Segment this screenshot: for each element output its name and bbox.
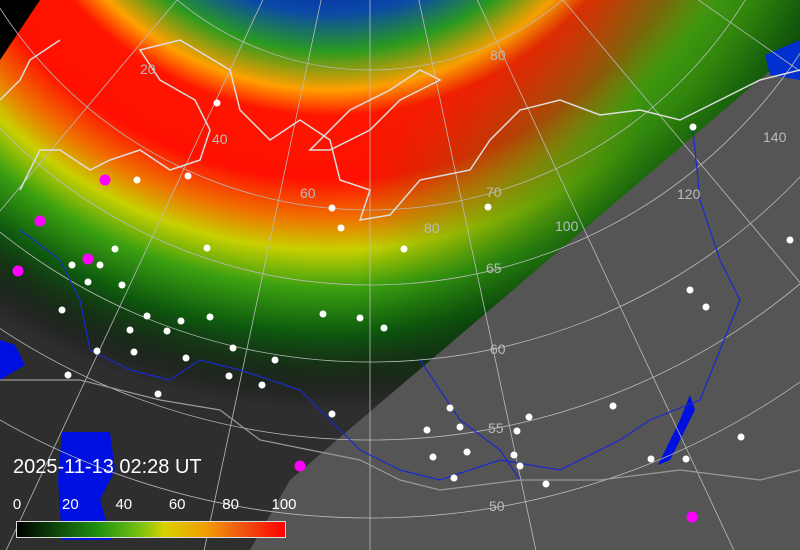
- city-marker: [609, 402, 617, 410]
- city-marker: [118, 281, 126, 289]
- city-marker: [225, 372, 233, 380]
- corner: [0, 0, 40, 60]
- city-marker: [525, 413, 533, 421]
- meridian: [418, 0, 537, 550]
- longitude-label: 80: [424, 220, 440, 236]
- latitude-label: 55: [488, 420, 504, 436]
- latitude-label: 60: [490, 341, 506, 357]
- city-marker: [380, 324, 388, 332]
- city-marker: [68, 261, 76, 269]
- borders: [19, 129, 741, 481]
- colorbar-tick: 20: [62, 496, 79, 513]
- city-marker: [702, 303, 710, 311]
- city-marker: [429, 453, 437, 461]
- caspian-sea: [58, 432, 115, 540]
- city-marker: [258, 381, 266, 389]
- city-marker: [682, 455, 690, 463]
- lake-baikal: [658, 395, 695, 465]
- city-marker: [423, 426, 431, 434]
- city-marker: [133, 176, 141, 184]
- city-marker: [177, 317, 185, 325]
- city-marker: [446, 404, 454, 412]
- city-marker: [143, 312, 151, 320]
- city-marker: [203, 244, 211, 252]
- city-marker: [130, 348, 138, 356]
- meridian: [562, 0, 800, 284]
- city-marker: [400, 245, 408, 253]
- meridian: [203, 0, 322, 550]
- longitude-label: 40: [212, 131, 228, 147]
- city-marker: [84, 278, 92, 286]
- city-marker: [184, 172, 192, 180]
- colorbar: [16, 521, 286, 538]
- station-marker: [294, 460, 306, 472]
- station-marker: [34, 215, 46, 227]
- city-marker: [542, 480, 550, 488]
- latitude-label: 65: [486, 260, 502, 276]
- station-marker: [82, 253, 94, 265]
- city-marker: [206, 313, 214, 321]
- city-marker: [356, 314, 364, 322]
- city-marker: [96, 261, 104, 269]
- city-marker: [516, 462, 524, 470]
- city-marker: [271, 356, 279, 364]
- city-marker: [163, 327, 171, 335]
- city-marker: [93, 347, 101, 355]
- station-marker: [99, 174, 111, 186]
- city-marker: [456, 423, 464, 431]
- city-marker: [111, 245, 119, 253]
- latitude-label: 80: [490, 47, 506, 63]
- coastlines: [0, 39, 800, 221]
- city-marker: [686, 286, 694, 294]
- city-marker: [328, 204, 336, 212]
- longitude-label: 100: [555, 218, 579, 234]
- timestamp: 2025-11-13 02:28 UT: [13, 456, 202, 478]
- city-marker: [337, 224, 345, 232]
- meridian: [0, 0, 178, 212]
- colorbar-tick: 40: [115, 496, 133, 513]
- longitude-label: 60: [300, 185, 316, 201]
- station-marker: [686, 511, 698, 523]
- city-marker: [513, 427, 521, 435]
- longitude-label: 140: [763, 129, 787, 145]
- city-marker: [647, 455, 655, 463]
- city-marker: [58, 306, 66, 314]
- city-marker: [319, 310, 327, 318]
- city-marker: [229, 344, 237, 352]
- city-marker: [786, 236, 794, 244]
- city-marker: [450, 474, 458, 482]
- city-marker: [213, 99, 221, 107]
- grid-labels: 80 70 65 60 55 50 20 40 60 80 100 120 140: [140, 47, 787, 514]
- city-marker: [182, 354, 190, 362]
- country-borders: [0, 379, 800, 491]
- meridian: [5, 0, 264, 550]
- longitude-label: 120: [677, 186, 701, 202]
- city-marker: [689, 123, 697, 131]
- day-side: [250, 45, 800, 550]
- city-marker: [126, 326, 134, 334]
- city-marker: [154, 390, 162, 398]
- markers: [12, 99, 794, 523]
- city-marker: [64, 371, 72, 379]
- colorbar-tick: 80: [222, 496, 239, 513]
- meridian: [476, 0, 735, 550]
- station-marker: [12, 265, 24, 277]
- city-marker: [737, 433, 745, 441]
- longitude-label: 20: [140, 61, 156, 77]
- city-marker: [463, 448, 471, 456]
- colorbar-tick: 100: [271, 496, 297, 513]
- colorbar-tick: 60: [168, 496, 186, 513]
- latitude-label: 70: [486, 184, 502, 200]
- black-sea: [0, 340, 25, 380]
- city-marker: [328, 410, 336, 418]
- latitude-label: 50: [489, 498, 505, 514]
- ocean: [765, 40, 800, 80]
- city-marker: [510, 451, 518, 459]
- colorbar-tick: 0: [12, 496, 22, 513]
- city-marker: [484, 203, 492, 211]
